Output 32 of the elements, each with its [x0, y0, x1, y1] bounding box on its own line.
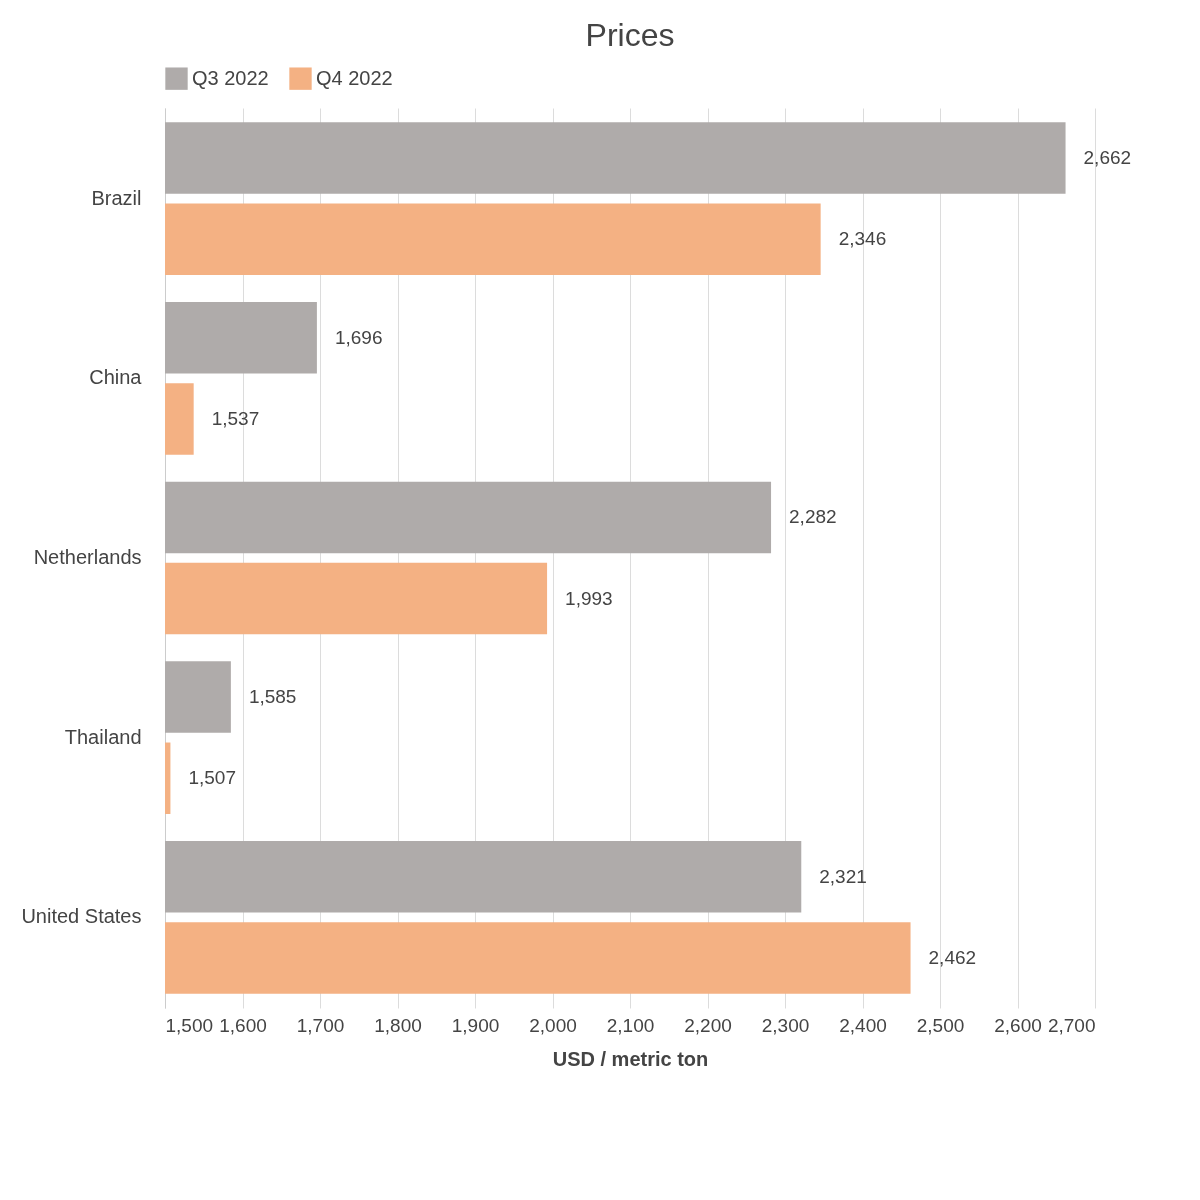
legend-label: Q4 2022 [316, 66, 393, 89]
x-tick-label: 1,600 [219, 1014, 267, 1036]
x-tick-label: 2,500 [916, 1014, 965, 1036]
x-tick-label: 1,800 [374, 1014, 422, 1036]
x-axis-title: USD / metric ton [552, 1047, 709, 1070]
x-tick-label: 1,500 [165, 1014, 214, 1036]
chart-title: Prices [585, 17, 675, 53]
x-tick-label: 1,700 [296, 1014, 345, 1036]
data-label: 1,507 [188, 767, 236, 789]
x-tick-label: 2,700 [1047, 1014, 1096, 1036]
data-label: 2,282 [789, 506, 837, 528]
x-tick-label: 2,000 [529, 1014, 577, 1036]
data-label: 1,696 [334, 326, 383, 348]
data-label: 2,462 [928, 946, 977, 968]
y-tick-label: United States [21, 905, 142, 928]
data-label: 2,662 [1083, 147, 1132, 169]
y-tick-label: Brazil [91, 186, 142, 209]
data-label: 1,537 [211, 407, 260, 429]
x-tick-label: 1,900 [451, 1014, 500, 1036]
x-tick-label: 2,300 [761, 1014, 810, 1036]
y-tick-label: China [89, 366, 143, 389]
x-tick-label: 2,200 [684, 1014, 732, 1036]
x-tick-label: 2,400 [839, 1014, 887, 1036]
x-tick-label: 2,100 [606, 1014, 655, 1036]
x-tick-label: 2,600 [994, 1014, 1042, 1036]
data-label: 2,321 [819, 865, 867, 887]
data-label: 2,346 [838, 228, 887, 250]
data-label: 1,993 [565, 587, 613, 609]
data-label: 1,585 [248, 686, 297, 708]
y-tick-label: Netherlands [33, 546, 142, 568]
legend-label: Q3 2022 [192, 66, 269, 89]
y-tick-label: Thailand [64, 725, 142, 748]
